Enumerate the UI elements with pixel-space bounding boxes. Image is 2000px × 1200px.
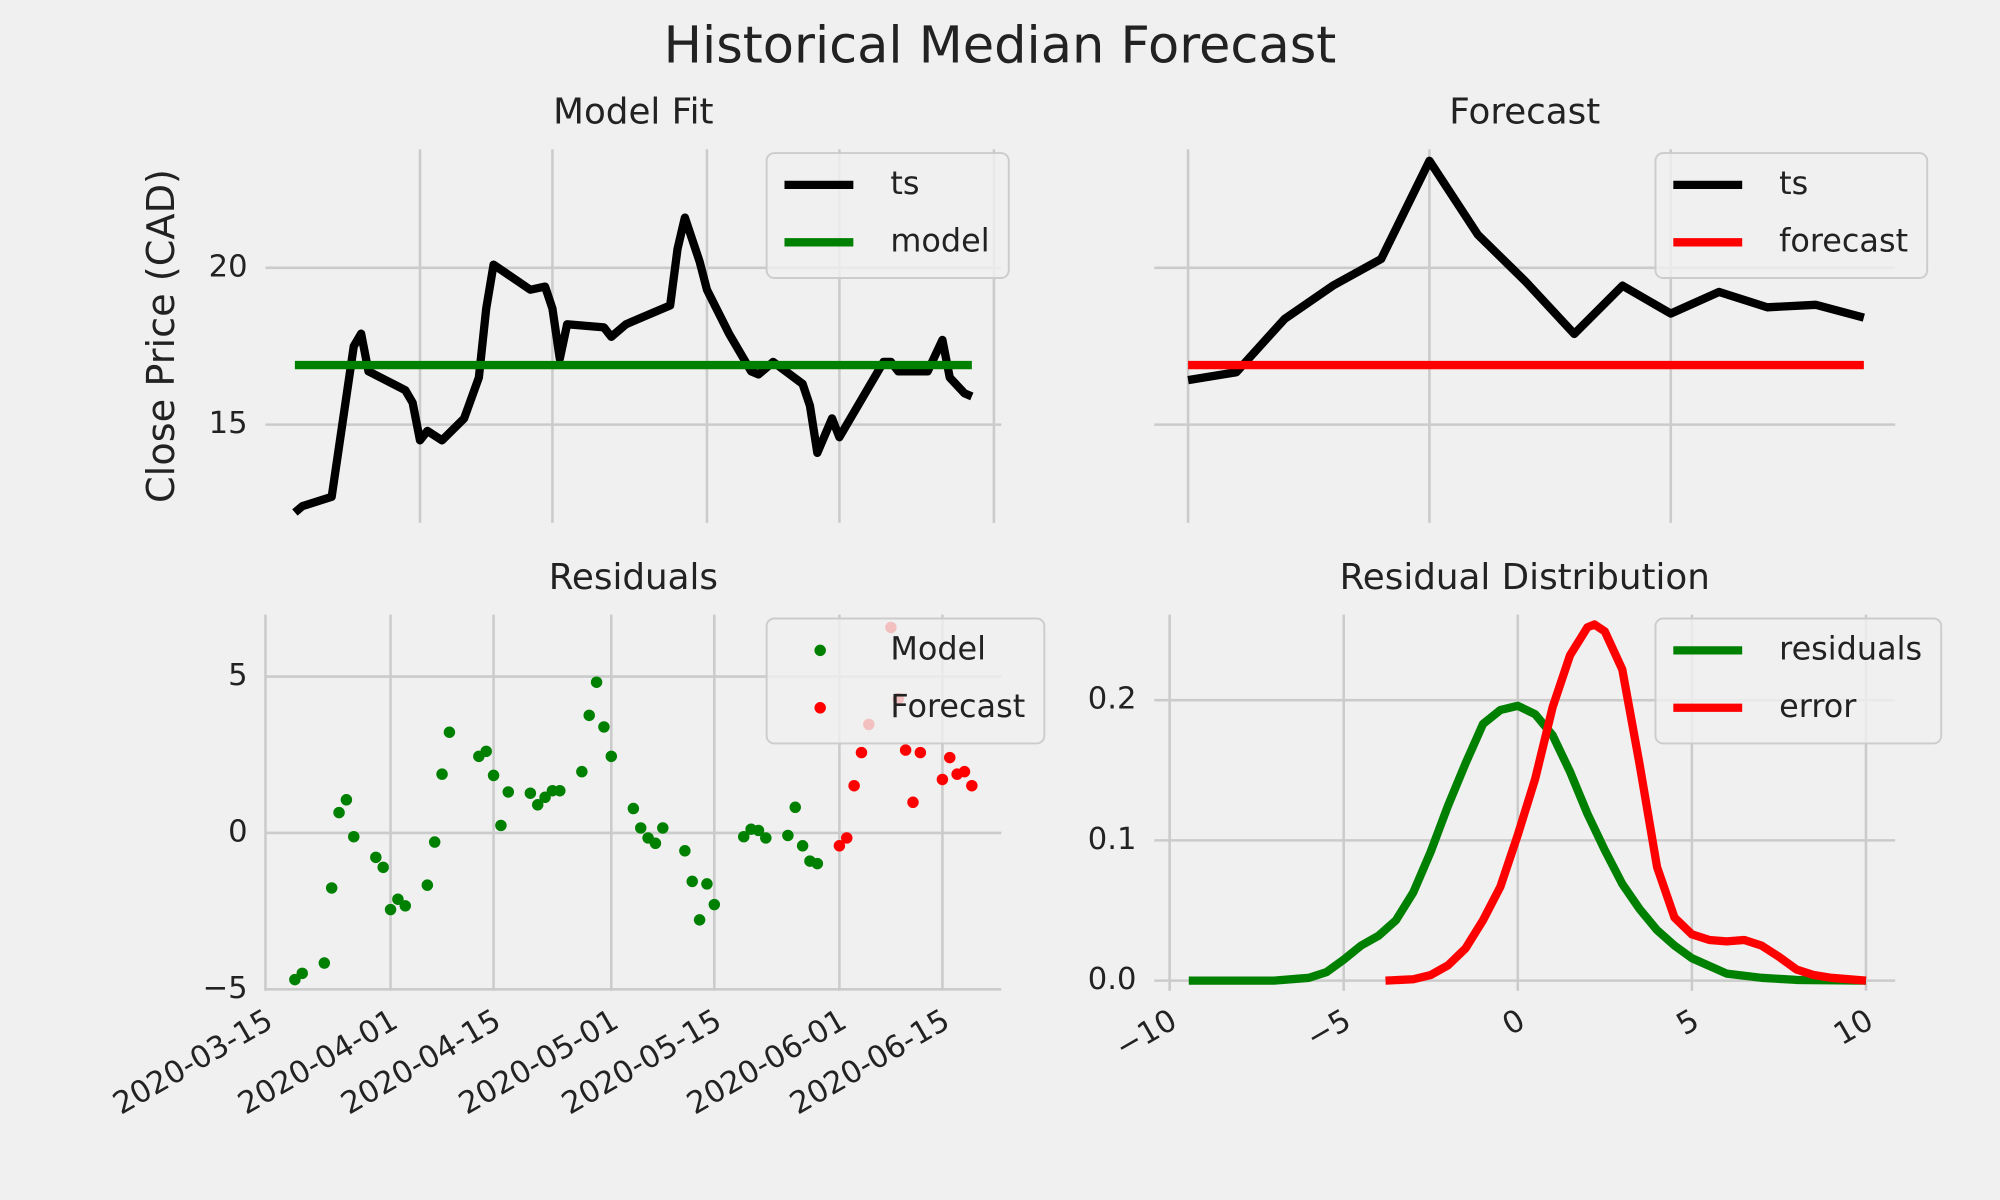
point [384,903,397,916]
point [590,676,603,688]
point [752,824,765,837]
legend-label: Forecast [890,687,1025,725]
point [679,845,691,857]
legend: ts forecast [1654,152,1929,279]
y-tick-label: 15 [209,406,248,441]
legend-label: ts [1779,164,1808,202]
point [958,765,971,778]
point [480,745,492,758]
point [649,837,662,849]
figure-title: Historical Median Forecast [664,16,1337,75]
point [841,832,853,844]
point [605,750,618,763]
subplot-title: Forecast [1449,91,1600,132]
legend-marker [814,702,826,714]
y-tick-label: 0.1 [1088,822,1137,857]
subplot-title: Model Fit [553,91,713,132]
point [539,791,551,804]
point [598,721,610,733]
point [443,726,456,738]
point [907,796,919,809]
point [531,799,544,811]
point [399,900,412,912]
point [936,773,949,786]
point [966,779,978,792]
point [583,709,595,722]
point [833,840,846,852]
point [811,857,824,870]
point [576,765,588,778]
point [855,746,868,759]
point [701,878,713,890]
point [377,861,389,874]
line [292,213,974,516]
legend-label: Model [890,629,986,667]
point [627,802,640,815]
subplot-title: Residual Distribution [1340,557,1710,598]
point [428,836,441,848]
point [738,830,750,843]
point [848,779,860,792]
line [1385,620,1867,985]
legend-label: ts [890,164,919,202]
point [796,840,809,852]
point [495,819,507,832]
point [487,769,500,782]
point [524,787,537,799]
y-tick-label: 0 [228,814,247,849]
legend: residuals error [1654,617,1943,745]
legend-label: forecast [1779,221,1908,259]
legend-label: error [1779,687,1857,725]
point [318,957,331,969]
point [370,851,382,864]
legend-label: residuals [1779,629,1922,667]
y-tick-label: 20 [209,249,248,284]
subplot: Forecast [1154,91,1896,523]
point [657,822,669,834]
y-tick-label: 5 [228,658,247,693]
point [914,746,927,759]
point [634,822,647,834]
point [502,786,515,798]
point [340,794,353,806]
point [899,744,912,756]
point [760,832,772,844]
y-tick-label: −5 [202,971,247,1006]
legend-box [765,617,1046,745]
point [782,829,794,842]
point [554,784,566,797]
y-axis-label: Close Price (CAD) [139,169,184,503]
line [1188,701,1867,985]
point [421,879,434,891]
subplot: 15 20 Model Fit Close Price (CAD) [139,91,1002,523]
point [296,967,308,980]
legend: ts model [765,152,1010,279]
subplot-title: Residuals [549,557,718,598]
point [333,806,345,819]
legend: Model Forecast [765,617,1046,745]
point [944,751,956,764]
y-tick-label: 0.0 [1088,962,1137,997]
point [708,898,721,911]
point [789,801,801,814]
point [686,875,698,888]
point [436,768,448,780]
legend-marker [814,644,826,657]
line [1187,156,1865,385]
point [325,882,338,894]
y-tick-label: 0.2 [1088,682,1137,717]
point [392,893,404,905]
point [348,830,360,843]
legend-label: model [890,221,989,259]
point [693,914,706,926]
